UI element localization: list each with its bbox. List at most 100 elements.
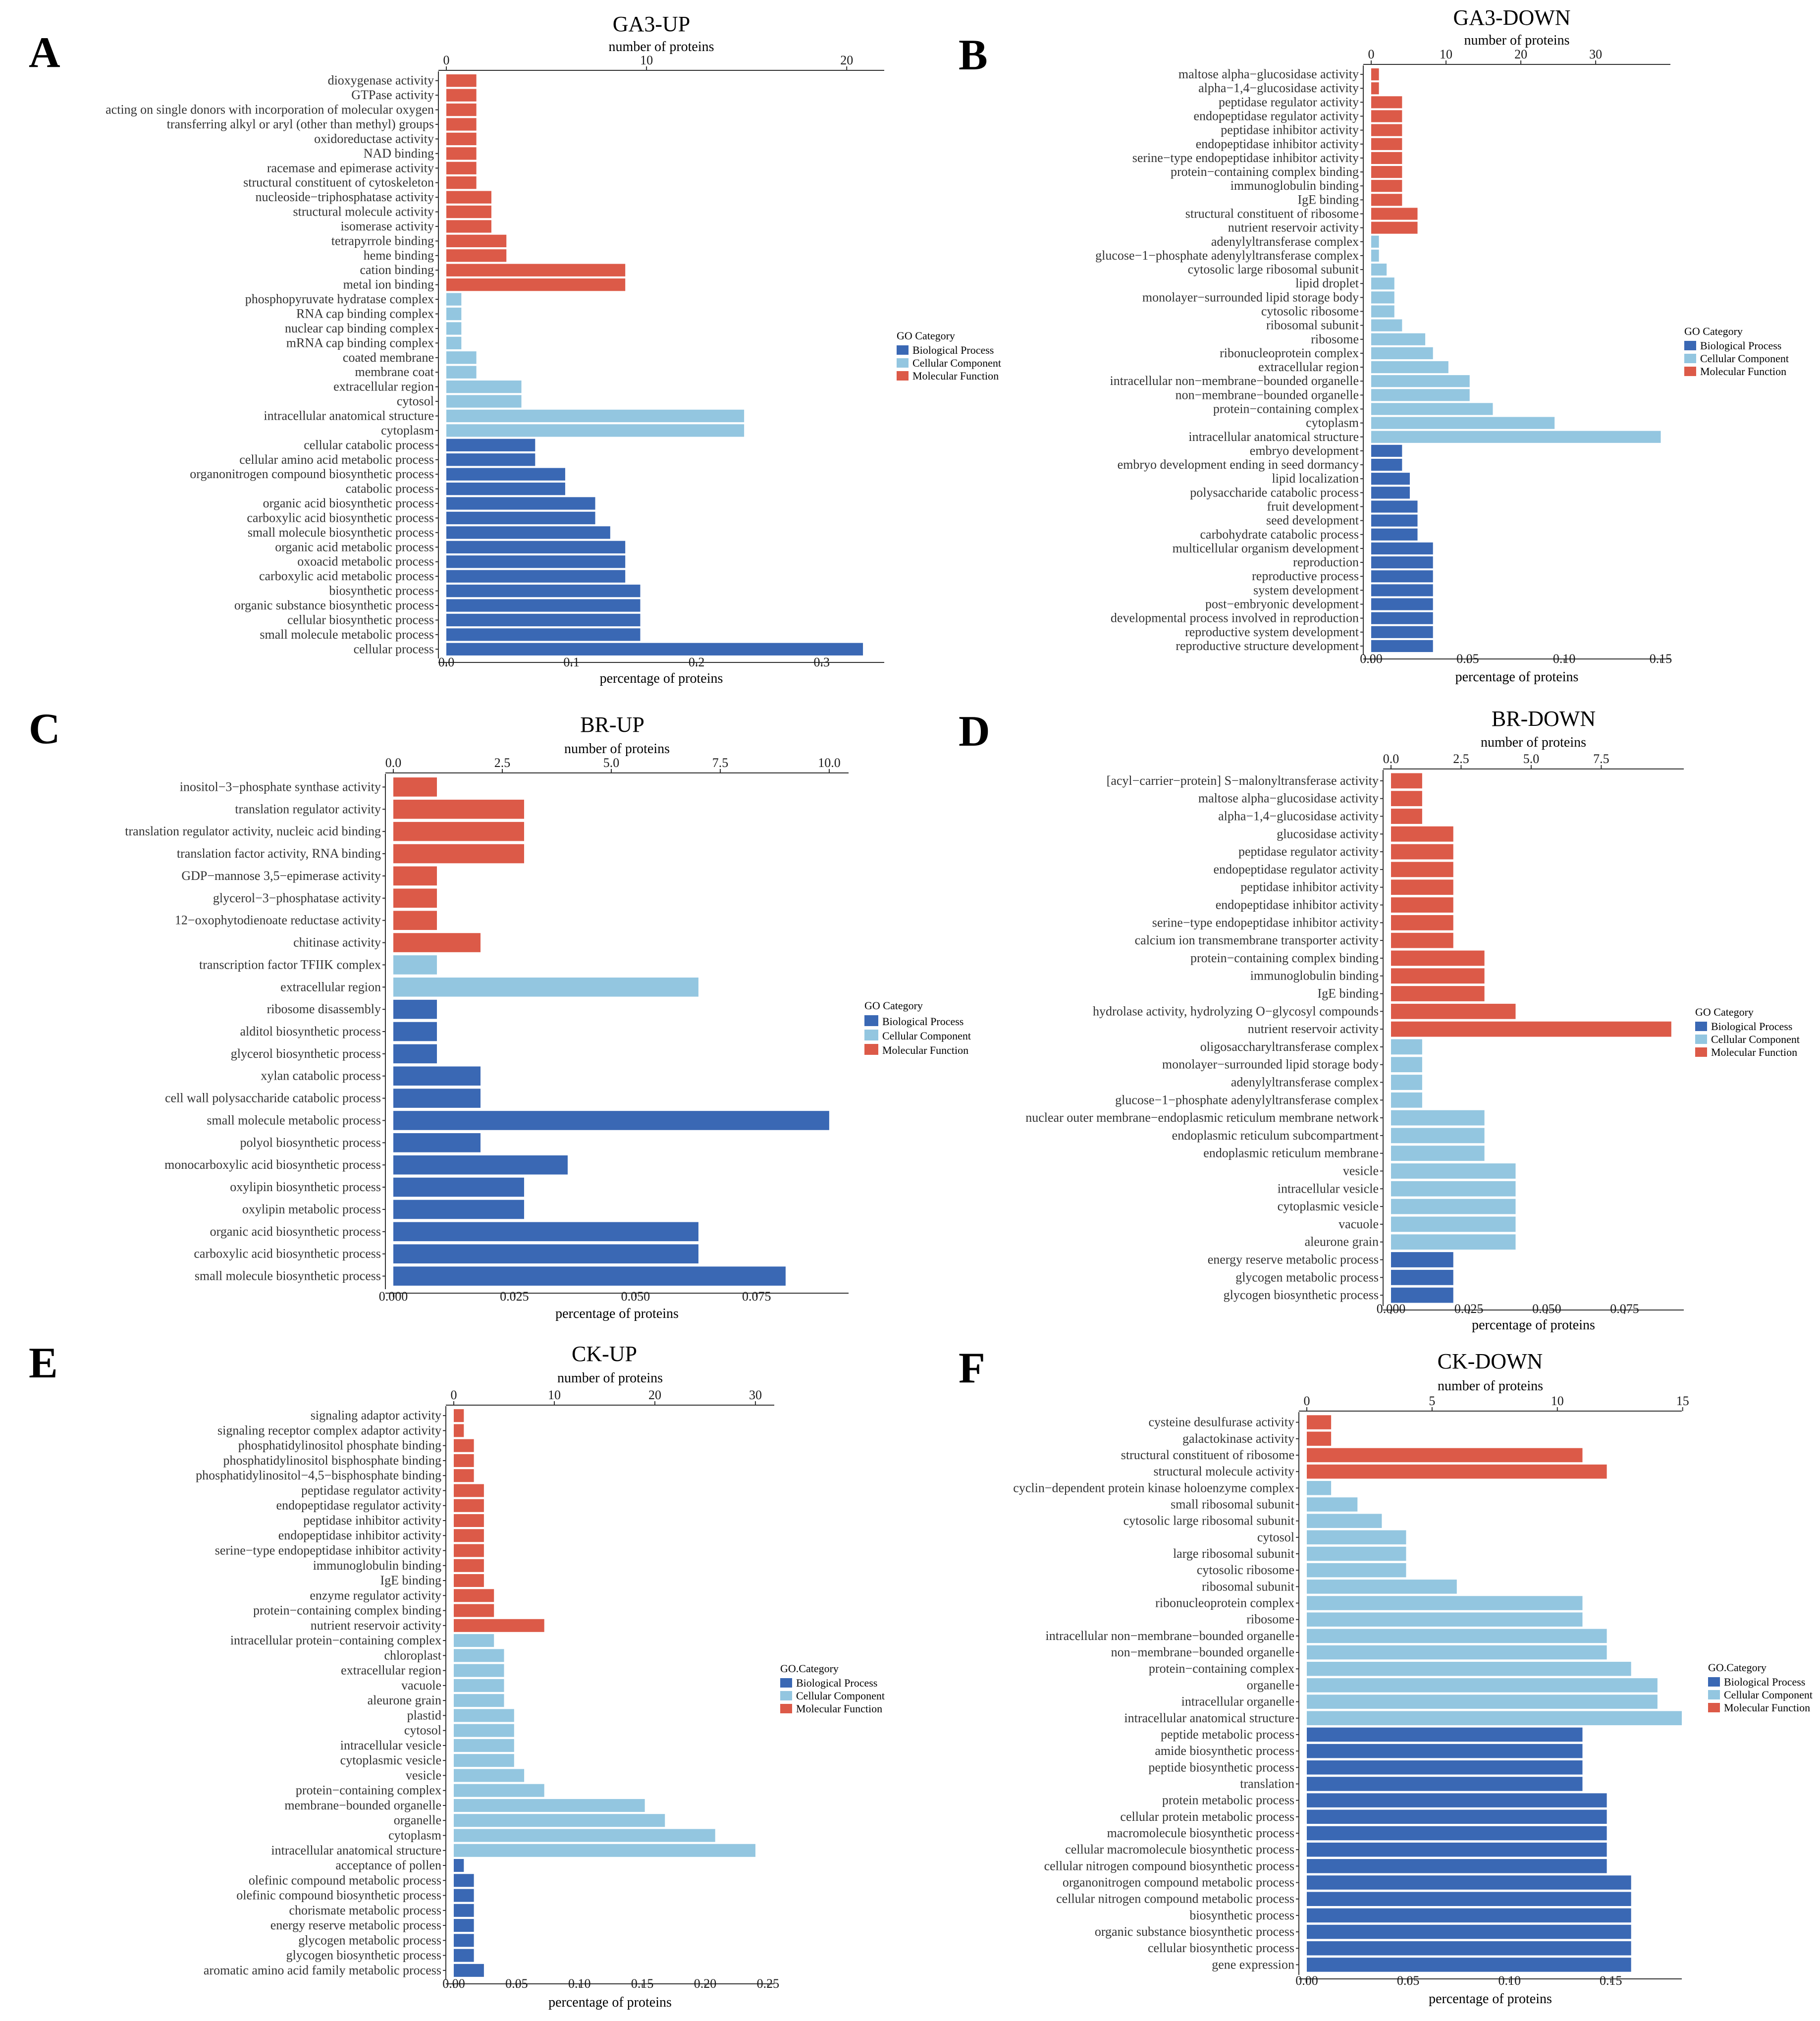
bar (454, 1799, 645, 1812)
top-tick-label: 0 (443, 53, 450, 67)
category-label: seed development (1266, 513, 1359, 528)
category-label: amide biosynthetic process (1155, 1744, 1294, 1758)
bar (1371, 431, 1661, 443)
bar (1371, 96, 1402, 109)
top-tick-label: 10 (1551, 1394, 1564, 1408)
bar (393, 844, 524, 864)
top-tick-label: 30 (1589, 47, 1602, 61)
bar (1307, 1431, 1332, 1446)
bottom-axis-title: percentage of proteins (1472, 1317, 1595, 1333)
category-label: protein metabolic process (1162, 1793, 1294, 1807)
bar (393, 1111, 829, 1130)
category-label: large ribosomal subunit (1173, 1546, 1295, 1561)
category-label: energy reserve metabolic process (1208, 1253, 1379, 1267)
category-label: energy reserve metabolic process (270, 1918, 441, 1932)
legend-swatch-biological-process (864, 1015, 878, 1026)
bar (1371, 640, 1433, 653)
bar (1391, 1110, 1485, 1126)
bar (454, 1469, 474, 1482)
bar (446, 424, 745, 437)
category-label: intracellular organelle (1181, 1694, 1294, 1709)
category-label: gene expression (1212, 1957, 1294, 1971)
bar (454, 1814, 665, 1827)
bar (446, 628, 641, 641)
category-label: intracellular anatomical structure (1124, 1711, 1294, 1725)
legend-swatch-biological-process (897, 345, 909, 355)
category-label: phosphatidylinositol phosphate binding (238, 1438, 441, 1453)
category-label: chloroplast (384, 1648, 441, 1662)
category-label: cytoplasmic vesicle (1278, 1199, 1379, 1213)
bottom-axis-title: percentage of proteins (1455, 669, 1579, 685)
bar (1371, 612, 1433, 624)
chart-title: GA3-UP (613, 12, 690, 36)
legend-label: Cellular Component (882, 1030, 971, 1042)
category-label: cellular catabolic process (304, 437, 434, 452)
category-label: extracellular region (280, 980, 381, 994)
bar (1371, 528, 1418, 541)
bar (1391, 1146, 1485, 1161)
category-label: ribosomal subunit (1202, 1579, 1295, 1593)
bar (454, 1889, 474, 1902)
bottom-axis-title: percentage of proteins (1429, 1991, 1552, 2007)
category-label: ribonucleoprotein complex (1220, 346, 1359, 360)
top-tick-label: 2.5 (1453, 752, 1469, 766)
category-label: carbohydrate catabolic process (1200, 527, 1359, 542)
top-tick-label: 15 (1676, 1394, 1689, 1408)
bar (446, 541, 626, 553)
category-label: glycogen biosynthetic process (286, 1948, 441, 1963)
category-label: translation factor activity, RNA binding (177, 846, 381, 861)
category-label: alditol biosynthetic process (240, 1024, 381, 1038)
bar (1307, 1908, 1631, 1923)
category-label: tetrapyrrole binding (331, 233, 434, 248)
bar (454, 1964, 484, 1977)
category-label: cytosol (404, 1723, 441, 1738)
category-label: nucleoside−triphosphatase activity (255, 190, 434, 204)
bar (1371, 375, 1470, 387)
category-label: glucose−1−phosphate adenylyltransferase … (1115, 1092, 1379, 1107)
category-label: organelle (394, 1813, 441, 1827)
bar (1371, 249, 1379, 262)
legend-swatch-molecular-function (1684, 367, 1696, 376)
bar (1371, 124, 1402, 136)
category-label: glycerol biosynthetic process (231, 1046, 381, 1061)
category-label: mRNA cap binding complex (286, 335, 434, 350)
category-label: endopeptidase regulator activity (1213, 862, 1379, 876)
category-label: aromatic amino acid family metabolic pro… (204, 1963, 441, 1977)
bar (454, 1604, 494, 1617)
category-label: reproduction (1293, 555, 1359, 569)
bar (454, 1514, 484, 1527)
category-label: small ribosomal subunit (1171, 1497, 1295, 1511)
bar (1307, 1415, 1332, 1429)
chart-title: GA3-DOWN (1453, 5, 1570, 30)
bar (454, 1874, 474, 1887)
panel-label: D (959, 708, 990, 756)
bar (454, 1694, 504, 1707)
bar (1391, 844, 1453, 860)
bar (446, 584, 641, 598)
bar (1371, 584, 1433, 597)
bar (454, 1484, 484, 1497)
legend-swatch-molecular-function (780, 1704, 792, 1713)
bar (1307, 1958, 1631, 1972)
legend-label: Molecular Function (912, 370, 999, 382)
legend-swatch-cellular-component (1708, 1690, 1720, 1699)
bar (446, 351, 477, 364)
bottom-axis-title: percentage of proteins (555, 1306, 679, 1321)
bar (393, 933, 481, 952)
bar (1371, 333, 1426, 345)
bar (446, 511, 595, 525)
category-label: glucosidase activity (1277, 826, 1379, 841)
legend-label: Cellular Component (1700, 352, 1789, 365)
top-tick-label: 10.0 (818, 756, 841, 770)
bar (446, 74, 477, 87)
category-label: intracellular protein−containing complex (230, 1633, 441, 1647)
top-tick-label: 20 (648, 1388, 661, 1402)
bar (446, 497, 595, 510)
bar (1391, 773, 1422, 789)
bar (393, 1200, 524, 1219)
bar (1391, 879, 1453, 895)
category-label: cytosol (1257, 1530, 1294, 1544)
bar (1307, 1580, 1457, 1594)
legend-title: GO.Category (1708, 1661, 1766, 1674)
